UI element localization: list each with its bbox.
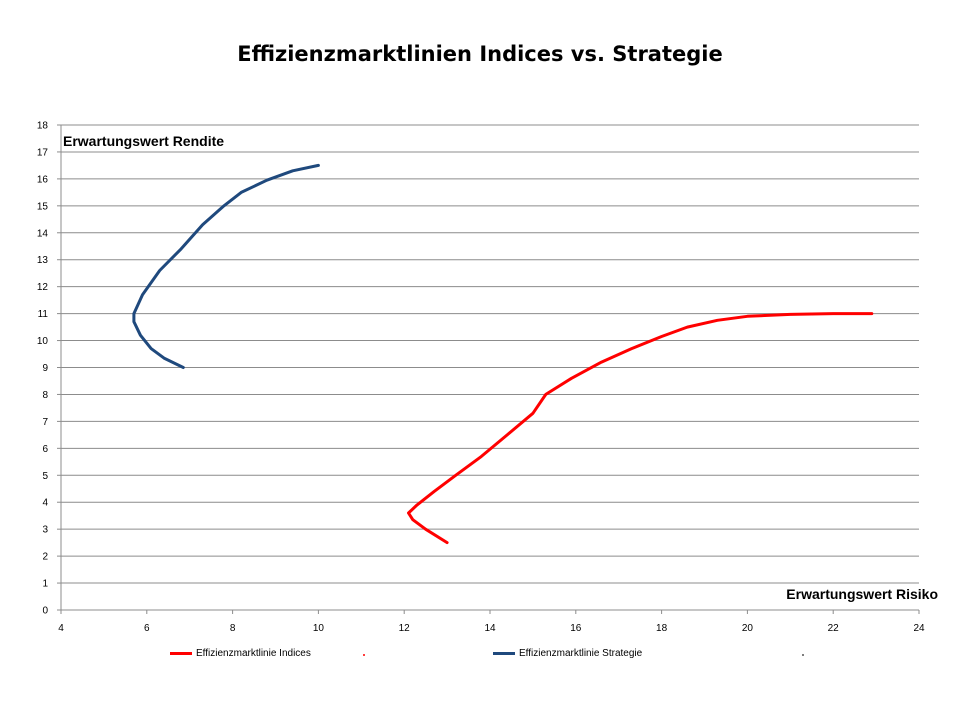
legend: Effizienzmarktlinie Indices Effizienzmar…: [0, 648, 960, 664]
axes: [57, 124, 920, 614]
y-tick-label: 18: [37, 121, 49, 132]
x-tick-label: 8: [230, 623, 236, 634]
y-tick-label: 8: [42, 390, 48, 401]
y-tick-label: 16: [37, 174, 49, 185]
y-tick-label: 17: [37, 147, 49, 158]
y-tick-label: 7: [42, 417, 48, 428]
series-line-strategie: [132, 163, 320, 369]
x-axis-label: Erwartungswert Risiko: [786, 586, 938, 602]
y-tick-label: 14: [37, 228, 49, 239]
y-tick-label: 13: [37, 255, 49, 266]
y-tick-label: 12: [37, 282, 49, 293]
x-tick-label: 20: [742, 623, 754, 634]
x-tick-label: 10: [313, 623, 325, 634]
y-tick-label: 4: [42, 498, 48, 509]
x-tick-label: 22: [828, 623, 840, 634]
x-tick-label: 14: [484, 623, 496, 634]
y-tick-label: 11: [38, 309, 49, 320]
x-tick-label: 4: [58, 623, 64, 634]
y-tick-label: 0: [42, 606, 48, 617]
y-tick-label: 15: [37, 201, 49, 212]
y-tick-label: 6: [42, 444, 48, 455]
y-tick-label: 1: [42, 579, 48, 590]
legend-swatch-indices: [170, 651, 192, 655]
x-tick-label: 6: [144, 623, 150, 634]
y-tick-label: 10: [37, 336, 49, 347]
legend-marker-dot: [802, 654, 804, 656]
y-tick-label: 9: [42, 363, 48, 374]
legend-label-strategie: Effizienzmarktlinie Strategie: [519, 648, 643, 659]
x-tick-label: 24: [913, 623, 925, 634]
x-tick-label: 18: [656, 623, 668, 634]
legend-marker-dot: [363, 654, 365, 656]
series-lines: [132, 163, 874, 545]
x-tick-label: 12: [399, 623, 411, 634]
legend-item-indices: Effizienzmarktlinie Indices: [170, 648, 311, 659]
chart-title: Effizienzmarktlinien Indices vs. Strateg…: [237, 42, 723, 66]
legend-item-strategie: Effizienzmarktlinie Strategie: [493, 648, 642, 659]
series-line-indices: [407, 312, 874, 545]
legend-label-indices: Effizienzmarktlinie Indices: [196, 648, 311, 659]
y-tick-label: 2: [42, 552, 48, 563]
gridlines: [61, 124, 919, 584]
legend-swatch-strategie: [493, 651, 515, 655]
y-axis-label: Erwartungswert Rendite: [63, 133, 225, 149]
y-tick-label: 5: [42, 471, 48, 482]
y-tick-label: 3: [42, 525, 48, 536]
x-tick-label: 16: [570, 623, 582, 634]
